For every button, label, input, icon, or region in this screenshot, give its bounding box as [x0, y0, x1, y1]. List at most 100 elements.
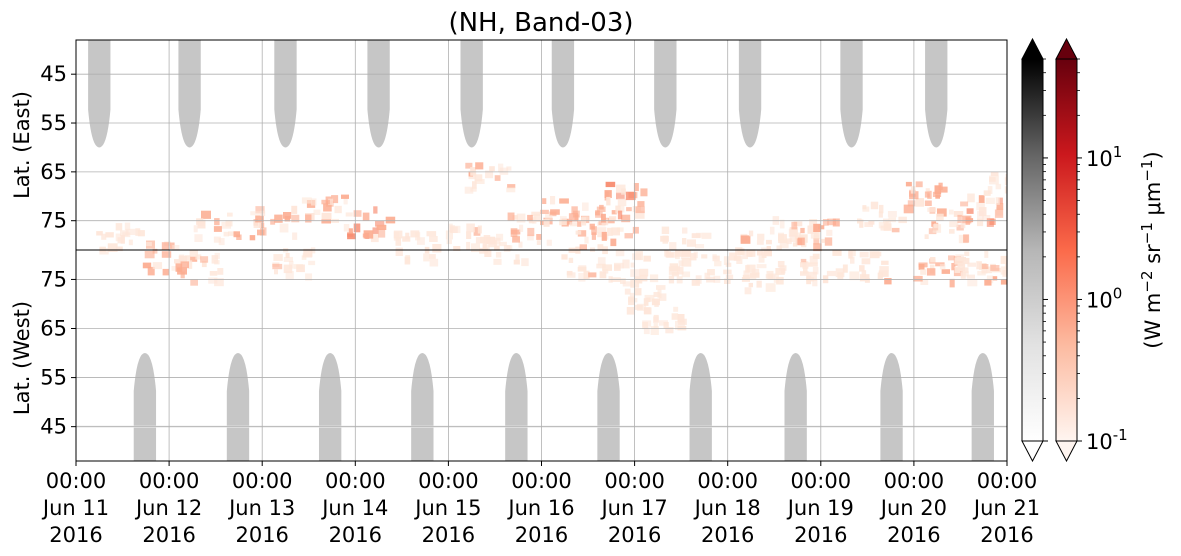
emission-cell — [597, 257, 606, 266]
emission-cell — [285, 252, 290, 258]
emission-cell — [640, 188, 648, 197]
emission-cell — [429, 254, 436, 259]
emission-cell — [704, 272, 711, 280]
x-tick-label: Jun 13 — [227, 496, 295, 520]
colorbar-tick-label: 10-1 — [1086, 426, 1128, 454]
emission-cell — [915, 198, 924, 207]
emission-cell — [746, 264, 756, 273]
y-axis-label-top: Lat. (East) — [10, 91, 34, 199]
emission-cell — [279, 223, 289, 233]
emission-cluster — [343, 206, 396, 243]
emission-cell — [989, 177, 996, 182]
emission-cell — [249, 235, 256, 241]
emission-cell — [954, 266, 961, 273]
emission-cell — [527, 234, 534, 241]
emission-cell — [616, 227, 624, 232]
emission-cell — [507, 184, 516, 189]
emission-cell — [477, 225, 482, 234]
emission-cell — [995, 183, 1002, 190]
emission-cluster — [660, 226, 712, 261]
gray-region-bottom — [784, 353, 807, 461]
x-tick-label: Jun 15 — [413, 496, 481, 520]
emission-cell — [272, 263, 283, 270]
emission-cell — [465, 162, 473, 169]
x-tick-label: 00:00 — [418, 469, 479, 493]
emission-cell — [924, 200, 932, 206]
gray-region-top — [88, 40, 111, 148]
emission-cell — [334, 205, 342, 214]
x-tick-label: 00:00 — [977, 469, 1038, 493]
emission-cell — [779, 219, 785, 229]
emission-cell — [353, 210, 362, 217]
gray-region-bottom — [689, 353, 712, 461]
emission-cell — [466, 241, 471, 250]
x-tick-label: 2016 — [608, 523, 661, 547]
emission-cell — [940, 186, 948, 193]
emission-cell — [976, 202, 985, 211]
emission-cell — [820, 238, 825, 243]
x-tick-label: 00:00 — [46, 469, 107, 493]
emission-cell — [506, 166, 512, 171]
colorbar-tick-label: 100 — [1086, 284, 1122, 312]
emission-cell — [809, 219, 818, 226]
colorbar-tick-label: 101 — [1086, 143, 1122, 171]
emission-cell — [976, 261, 982, 270]
emission-cell — [415, 232, 421, 241]
emission-cell — [617, 210, 623, 220]
emission-cell — [583, 270, 590, 280]
x-tick-label: 2016 — [329, 523, 382, 547]
emission-cell — [756, 250, 763, 256]
emission-cell — [597, 244, 604, 250]
emission-cell — [887, 211, 897, 218]
gray-region-bottom — [226, 353, 250, 461]
emission-cell — [797, 237, 805, 246]
emission-cell — [859, 274, 870, 282]
emission-cluster — [976, 251, 1007, 286]
emission-cell — [637, 278, 643, 284]
colorbar-red: 10-1 100 101 — [1043, 37, 1128, 463]
emission-cell — [868, 220, 875, 225]
emission-cell — [214, 252, 220, 259]
emission-cluster — [193, 210, 242, 246]
emission-cell — [620, 278, 626, 284]
emission-cell — [485, 236, 496, 245]
emission-cell — [714, 261, 722, 267]
emission-cluster — [249, 205, 300, 241]
x-ticks: 00:00 Jun 11 2016 00:00 Jun 12 2016 00:00 Jun 1… — [41, 461, 1040, 547]
emission-cell — [978, 195, 985, 203]
emission-cell — [255, 215, 264, 223]
emission-cell — [142, 262, 152, 269]
emission-cell — [561, 254, 568, 260]
emission-cell — [639, 268, 649, 277]
emission-cell — [343, 196, 348, 205]
emission-cell — [789, 227, 798, 236]
emission-cell — [800, 271, 809, 276]
emission-cell — [791, 221, 798, 230]
emission-cell — [180, 271, 185, 279]
emission-cell — [931, 221, 937, 227]
emission-cell — [599, 204, 604, 210]
emission-cell — [634, 210, 645, 219]
colorbar-gray-top-arrow — [1021, 37, 1044, 60]
emission-cell — [270, 218, 276, 225]
emission-cell — [936, 213, 944, 221]
emission-cell — [677, 314, 685, 323]
emission-cell — [341, 194, 349, 199]
emission-cell — [445, 230, 453, 240]
emission-cell — [250, 211, 261, 216]
emission-cell — [995, 197, 1000, 205]
gray-region-top — [367, 40, 390, 148]
emission-cell — [1007, 177, 1015, 182]
emission-cell — [305, 273, 313, 281]
emission-cell — [483, 235, 491, 244]
emission-cell — [328, 198, 334, 206]
emission-cell — [308, 260, 316, 266]
emission-cluster — [668, 249, 715, 286]
emission-cell — [766, 239, 772, 245]
emission-cell — [376, 224, 387, 230]
emission-cell — [375, 220, 385, 227]
x-tick-label: 2016 — [980, 523, 1033, 547]
emission-cell — [395, 237, 402, 246]
emission-cluster — [957, 193, 1004, 227]
gray-region-bottom — [505, 353, 528, 461]
